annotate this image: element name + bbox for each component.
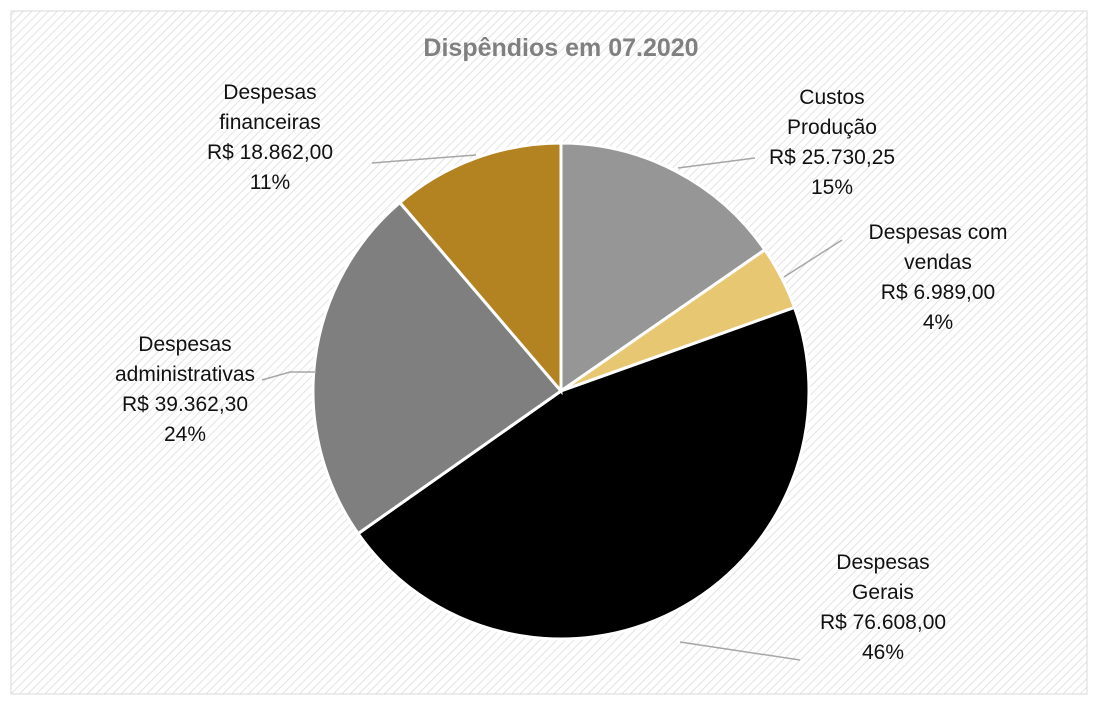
leader-line	[261, 371, 316, 381]
data-label: Despesas financeiras R$ 18.862,00 11%	[195, 78, 345, 198]
leader-line	[783, 239, 843, 278]
slice-name: Despesas com vendas	[868, 221, 1008, 274]
data-label: Custos Produção R$ 25.730,25 15%	[769, 83, 895, 203]
percent-label: 15%	[810, 176, 854, 199]
value-label: R$ 6.989,00	[880, 281, 996, 304]
slice-name: Despesas administrativas	[114, 333, 256, 386]
value-label: R$ 76.608,00	[819, 611, 947, 634]
data-label: Despesas administrativas R$ 39.362,30 24%	[105, 330, 265, 450]
leader-line	[371, 154, 477, 164]
percent-label: 11%	[249, 171, 291, 194]
data-label: Despesas Gerais R$ 76.608,00 46%	[820, 548, 946, 668]
value-label: R$ 25.730,25	[768, 146, 896, 169]
value-label: R$ 39.362,30	[121, 393, 249, 416]
slice-name: Custos Produção	[787, 86, 877, 139]
slice-name: Despesas Gerais	[836, 551, 930, 604]
leader-lines	[261, 154, 843, 661]
leader-line	[677, 157, 756, 169]
pie-slice	[397, 141, 563, 396]
pie-slice	[559, 141, 767, 394]
value-label: R$ 18.862,00	[206, 141, 334, 164]
data-label: Despesas com vendas R$ 6.989,00 4%	[838, 218, 1038, 338]
slice-name: Despesas financeiras	[219, 81, 321, 134]
pie-slice	[311, 200, 564, 536]
percent-label: 46%	[861, 641, 905, 664]
percent-label: 4%	[922, 311, 954, 334]
chart-title: Dispêndios em 07.2020	[423, 34, 699, 62]
percent-label: 24%	[163, 423, 207, 446]
pie-slice	[356, 305, 811, 641]
leader-line	[679, 641, 801, 661]
pie	[311, 141, 811, 641]
